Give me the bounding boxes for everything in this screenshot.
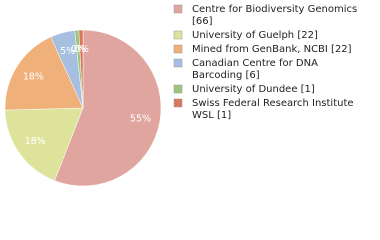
legend-label: Swiss Federal Research Institute WSL [1]	[192, 98, 354, 121]
legend-swatch	[173, 84, 183, 94]
legend-swatch	[173, 30, 183, 40]
pie-slice	[54, 29, 162, 187]
slice-label: 5%	[60, 46, 75, 57]
legend-label: Centre for Biodiversity Genomics [66]	[192, 4, 357, 27]
slice-label: 0%	[71, 44, 86, 55]
legend-swatch	[173, 58, 183, 68]
legend-swatch	[173, 98, 183, 108]
slice-label: 18%	[23, 71, 44, 82]
legend-swatch	[173, 44, 183, 54]
legend-swatch	[173, 4, 183, 14]
slice-label: 18%	[25, 136, 46, 147]
legend-label: University of Guelph [22]	[192, 30, 318, 41]
legend-label: University of Dundee [1]	[192, 84, 315, 95]
legend-label: Mined from GenBank, NCBI [22]	[192, 44, 352, 55]
pie-slice	[4, 36, 84, 111]
pie-slice	[4, 107, 84, 181]
slice-label: 0%	[74, 44, 89, 55]
pie-slice	[78, 29, 84, 109]
legend-label: Canadian Centre for DNA Barcoding [6]	[192, 58, 318, 81]
slice-label: 55%	[130, 113, 151, 124]
